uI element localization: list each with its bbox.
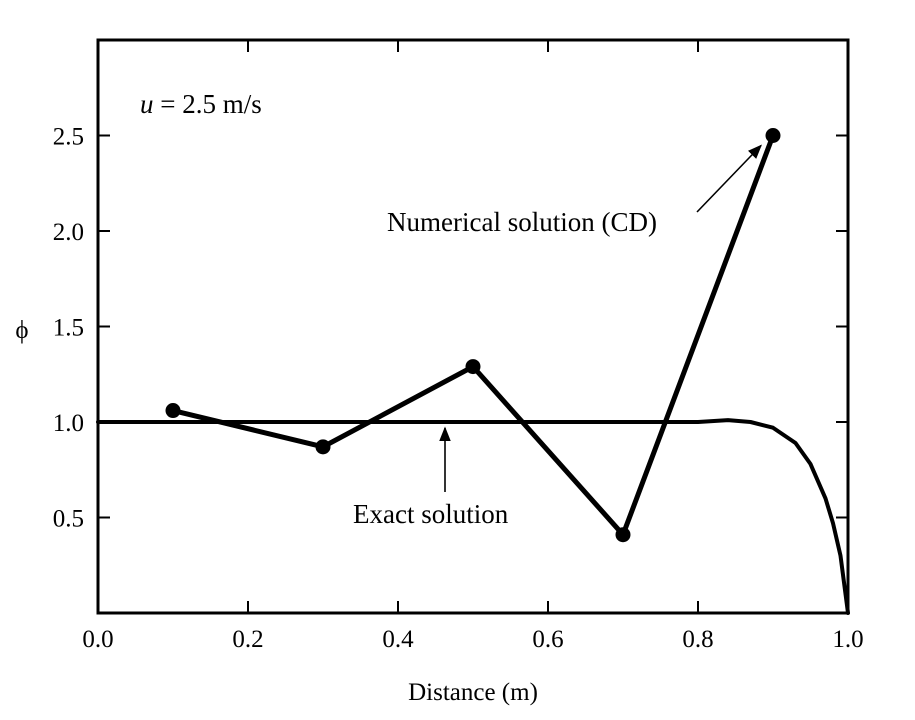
numerical-solution-marker — [465, 359, 481, 375]
y-tick-label: 0.5 — [53, 506, 84, 533]
y-axis-title: ϕ — [15, 317, 28, 344]
x-tick-label: 0.4 — [382, 626, 414, 653]
numerical-solution-label: Numerical solution (CD) — [387, 207, 657, 237]
numerical-solution-arrow — [696, 144, 762, 213]
x-tick-label: 0.2 — [232, 626, 263, 653]
exact-solution-line — [96, 418, 850, 615]
y-tick-label: 1.0 — [53, 410, 84, 437]
numerical-solution-line — [170, 133, 776, 540]
x-tick-label: 0.6 — [532, 626, 563, 653]
x-tick-label: 1.0 — [832, 626, 863, 653]
numerical-solution-marker — [615, 527, 631, 543]
parameter-label: u = 2.5 m/s — [140, 89, 262, 119]
x-axis-title: Distance (m) — [408, 679, 538, 706]
parameter-value: = 2.5 m/s — [154, 89, 262, 119]
x-tick-label: 0.0 — [82, 626, 113, 653]
x-tick-label: 0.8 — [682, 626, 713, 653]
y-tick-label: 2.0 — [53, 219, 84, 246]
exact-solution-label: Exact solution — [353, 499, 509, 529]
numerical-solution-marker — [315, 439, 331, 455]
numerical-solution-marker — [765, 128, 781, 143]
numerical-solution-marker — [165, 403, 181, 419]
y-tick-label: 1.5 — [53, 315, 84, 342]
y-tick-label: 2.5 — [53, 124, 84, 151]
parameter-symbol: u — [140, 89, 154, 119]
